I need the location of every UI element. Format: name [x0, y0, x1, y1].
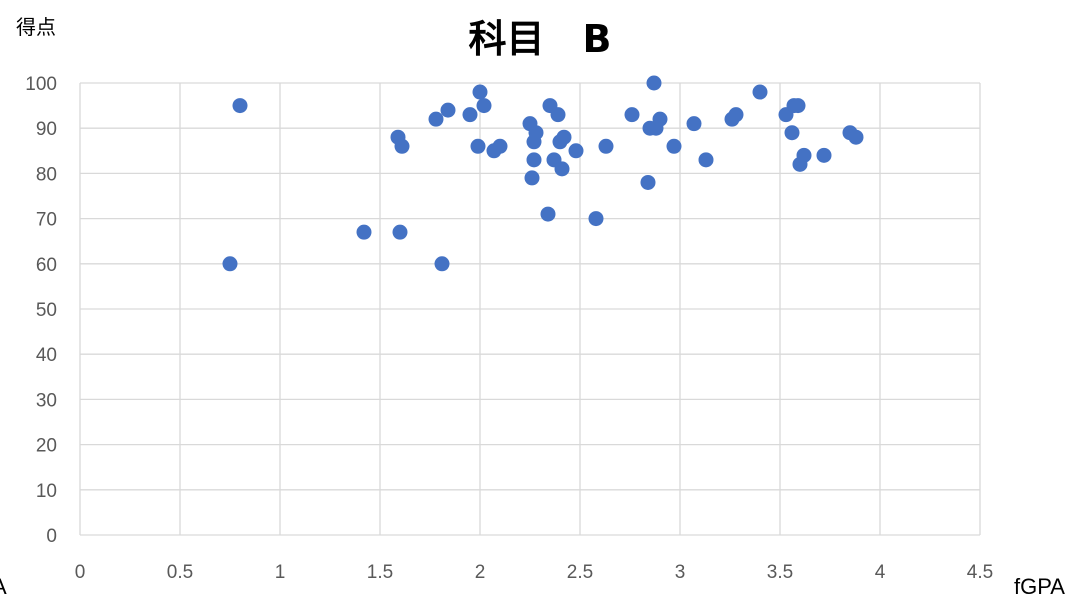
data-point [728, 107, 744, 123]
data-point [526, 152, 542, 168]
data-point [816, 147, 832, 163]
y-tick-label: 0 [46, 526, 57, 547]
data-point [796, 147, 812, 163]
data-point [640, 174, 656, 190]
data-point [528, 125, 544, 141]
x-tick-label: 2 [475, 562, 486, 583]
x-axis-label: fGPA [1014, 574, 1065, 596]
x-tick-label: 3 [675, 562, 686, 583]
y-tick-label: 100 [25, 74, 57, 95]
data-point [554, 161, 570, 177]
chart-title: 科目 B [469, 17, 612, 61]
y-tick-label: 90 [36, 119, 57, 140]
data-point [440, 102, 456, 118]
data-point [790, 98, 806, 114]
data-point [646, 75, 662, 91]
data-point [698, 152, 714, 168]
data-point [624, 107, 640, 123]
y-tick-label: 60 [36, 255, 57, 276]
y-tick-label: 30 [36, 390, 57, 411]
data-point [492, 138, 508, 154]
y-tick-label: 70 [36, 210, 57, 231]
data-point [394, 138, 410, 154]
data-point [472, 84, 488, 100]
data-point [686, 116, 702, 132]
data-point [784, 125, 800, 141]
x-tick-label: 4.5 [967, 562, 993, 583]
data-point [222, 256, 238, 272]
data-point [540, 206, 556, 222]
data-point [568, 143, 584, 159]
data-point [588, 211, 604, 227]
x-tick-labels: 0 0.5 1 1.5 2 2.5 3 3.5 4 4.5 [75, 562, 994, 583]
data-point [848, 129, 864, 145]
y-tick-label: 20 [36, 436, 57, 457]
y-axis-label: 得点 [16, 15, 56, 39]
data-point [598, 138, 614, 154]
x-tick-label: 0 [75, 562, 86, 583]
y-tick-label: 40 [36, 345, 57, 366]
x-tick-label: 1.5 [367, 562, 393, 583]
y-tick-label: 10 [36, 481, 57, 502]
left-edge-label: A [0, 574, 7, 596]
data-point [356, 224, 372, 240]
data-point [232, 98, 248, 114]
data-point [476, 98, 492, 114]
x-tick-label: 3.5 [767, 562, 793, 583]
data-point [556, 129, 572, 145]
y-tick-label: 50 [36, 300, 57, 321]
data-point [428, 111, 444, 127]
data-points [222, 75, 864, 272]
data-point [462, 107, 478, 123]
x-tick-label: 4 [875, 562, 886, 583]
data-point [550, 107, 566, 123]
x-tick-label: 0.5 [167, 562, 193, 583]
x-tick-label: 1 [275, 562, 286, 583]
y-tick-labels: 0 10 20 30 40 50 60 70 80 90 100 [25, 74, 57, 547]
data-point [666, 138, 682, 154]
y-tick-label: 80 [36, 164, 57, 185]
gridlines [79, 82, 981, 536]
x-tick-label: 2.5 [567, 562, 593, 583]
data-point [524, 170, 540, 186]
data-point [652, 111, 668, 127]
data-point [434, 256, 450, 272]
data-point [392, 224, 408, 240]
data-point [752, 84, 768, 100]
data-point [470, 138, 486, 154]
